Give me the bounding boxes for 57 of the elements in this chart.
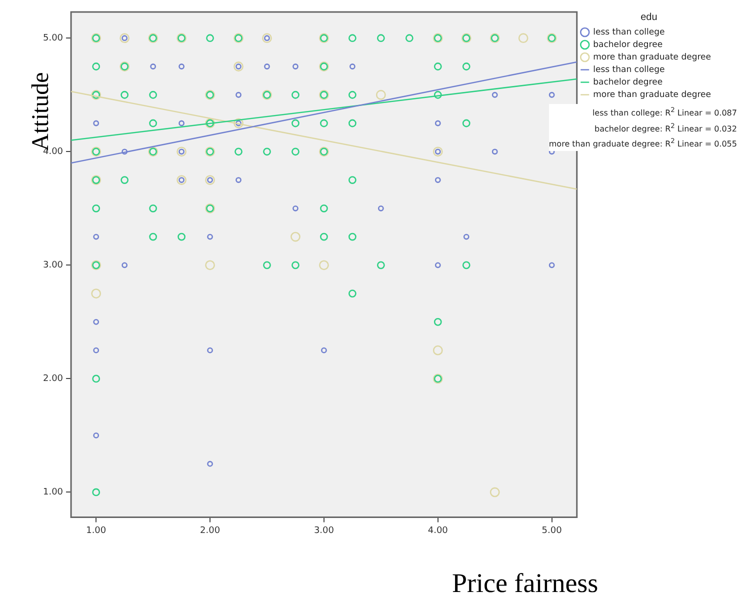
point [292, 64, 298, 70]
legend-title: edu [640, 12, 658, 23]
point [376, 90, 386, 100]
x-axis-title: Price fairness [452, 568, 598, 599]
point [93, 120, 100, 126]
legend-label: more than graduate degree [593, 90, 712, 100]
point [292, 205, 298, 212]
point [93, 432, 100, 438]
point [434, 177, 441, 183]
point [93, 234, 100, 240]
legend-label: less than college [593, 64, 665, 75]
point [207, 347, 213, 354]
x-tick-label: 3.00 [314, 526, 334, 536]
point [349, 64, 356, 70]
y-tick-label: 1.00 [42, 488, 64, 498]
point [518, 33, 528, 44]
point [205, 260, 215, 270]
legend-label: bachelor degree [593, 40, 663, 50]
point [122, 148, 128, 155]
legend-label: more than graduate degree [593, 52, 712, 62]
point [378, 205, 384, 212]
point [207, 460, 213, 467]
point [490, 487, 500, 498]
x-tick-label: 5.00 [542, 526, 562, 536]
point [236, 92, 242, 98]
annotation: more than graduate degree: R$^{2}$ Linear = 0.055 [548, 136, 737, 151]
text: bachelor degree: R$^{2}$ Linear = 0.032 [593, 120, 737, 136]
point [434, 120, 441, 126]
point [290, 232, 300, 242]
point [463, 234, 470, 240]
point [321, 347, 327, 354]
point [319, 260, 329, 270]
y-tick-label: 5.00 [42, 33, 64, 44]
point [492, 92, 498, 98]
y-tick-label: 3.00 [42, 260, 64, 271]
x-tick-label: 4.00 [428, 526, 448, 536]
point [91, 288, 102, 298]
y-tick-label: 2.00 [42, 374, 64, 384]
point [178, 64, 184, 70]
point [93, 347, 100, 354]
point [264, 64, 270, 70]
point [150, 64, 156, 70]
point [548, 262, 555, 268]
text: less than college: R$^{2}$ Linear = 0.087 [591, 105, 737, 120]
point [93, 318, 100, 325]
legend-label: less than college [593, 27, 665, 38]
x-tick-label: 2.00 [200, 526, 220, 536]
point [207, 234, 213, 240]
point [548, 92, 555, 98]
point [432, 345, 443, 356]
point [236, 177, 242, 183]
legend-label: bachelor degree [593, 77, 663, 88]
point [492, 148, 498, 155]
point [178, 120, 184, 126]
x-tick-label: 1.00 [86, 526, 106, 536]
point [434, 262, 441, 268]
point [122, 262, 128, 268]
